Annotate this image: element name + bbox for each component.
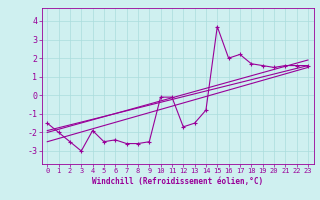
X-axis label: Windchill (Refroidissement éolien,°C): Windchill (Refroidissement éolien,°C) xyxy=(92,177,263,186)
